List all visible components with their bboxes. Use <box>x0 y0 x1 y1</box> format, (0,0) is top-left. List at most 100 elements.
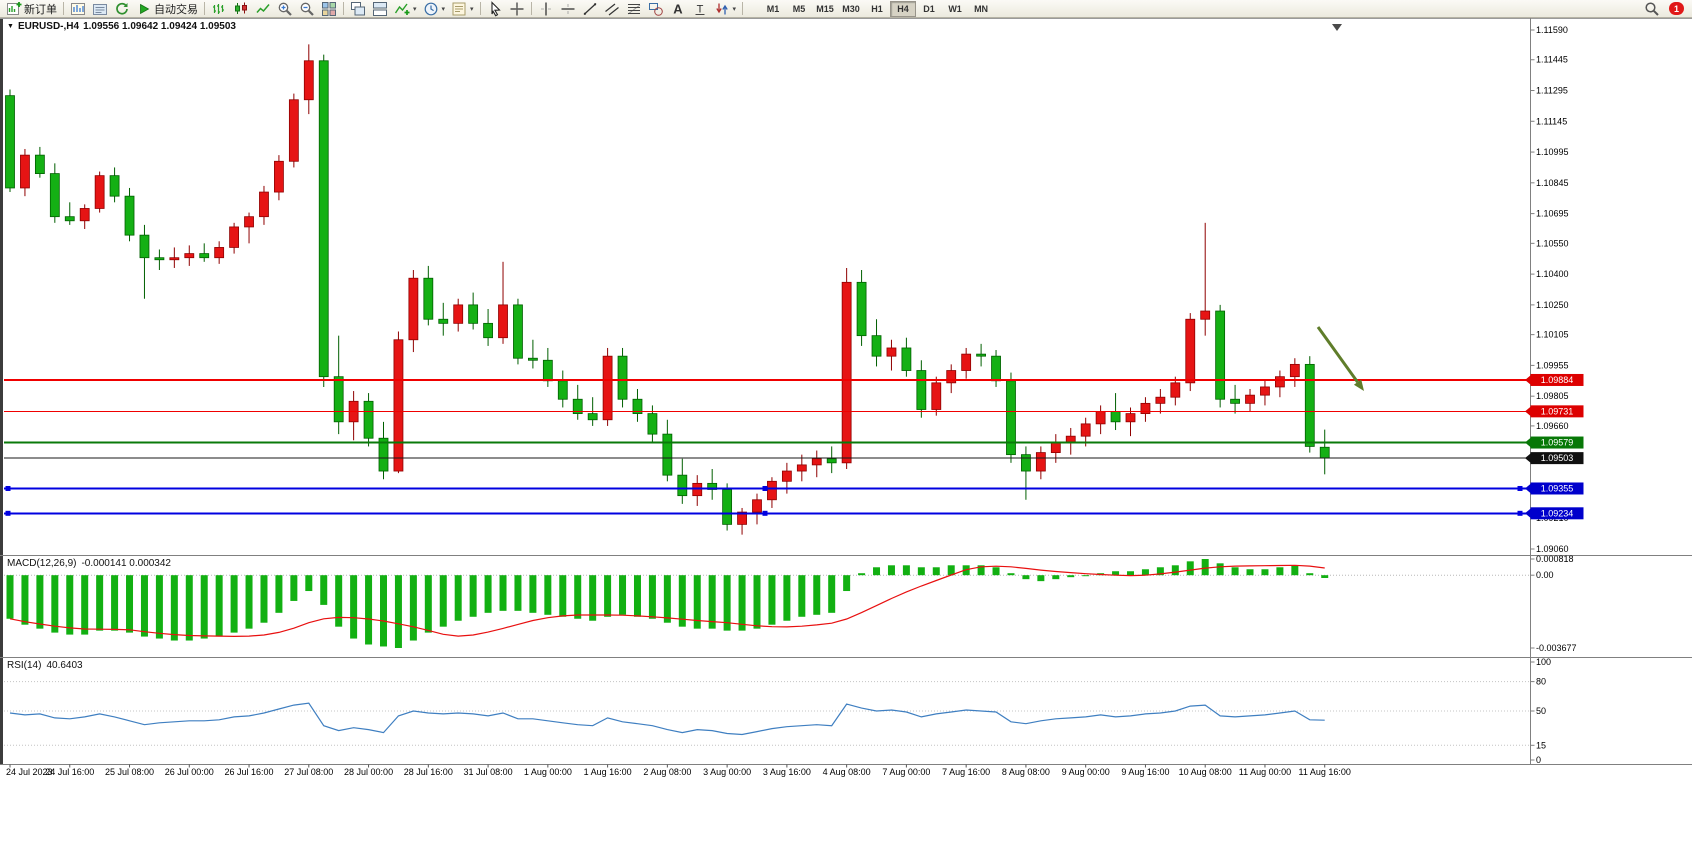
svg-text:4 Aug 08:00: 4 Aug 08:00 <box>823 767 871 777</box>
tile-windows-button[interactable] <box>318 1 340 17</box>
price-tag-1.09579: 1.09579 <box>1525 436 1584 449</box>
search-icon <box>1645 1 1659 16</box>
svg-text:1.09805: 1.09805 <box>1536 391 1569 401</box>
support-line-blue-2-handle[interactable] <box>1517 510 1523 516</box>
svg-text:0: 0 <box>1536 755 1541 765</box>
shapes-button[interactable] <box>645 1 667 17</box>
cascade-windows-button[interactable] <box>347 1 369 17</box>
auto-trading-button[interactable]: 自动交易 <box>133 1 201 17</box>
svg-text:28 Jul 16:00: 28 Jul 16:00 <box>404 767 453 777</box>
svg-text:1.09884: 1.09884 <box>1541 375 1574 385</box>
chart-dropdown-icon[interactable]: ▼ <box>7 23 14 30</box>
chart-window: 1.11590 1.11445 1.11295 1.11145 1.10995 1.108… <box>0 18 1692 848</box>
cursor-button[interactable] <box>484 0 506 17</box>
cursor-icon <box>490 0 501 16</box>
periods-button[interactable]: ▾ <box>420 1 449 17</box>
zoom-out-button[interactable] <box>296 1 318 17</box>
timeframe-h1-button[interactable]: H1 <box>871 3 883 14</box>
price-tag-1.09731: 1.09731 <box>1525 405 1584 418</box>
candle-chart-button[interactable] <box>230 1 252 17</box>
caret-down-icon: ▾ <box>441 5 446 13</box>
svg-text:T: T <box>696 3 703 15</box>
horizontal-line-button[interactable] <box>557 1 579 17</box>
chart-window-icon <box>71 2 85 15</box>
chart-canvas[interactable]: 1.11590 1.11445 1.11295 1.11145 1.10995 1.108… <box>0 18 1692 848</box>
vertical-line-button[interactable] <box>535 1 557 17</box>
text-icon: A <box>673 1 683 16</box>
profiles-button[interactable] <box>89 1 111 17</box>
toolbar-separator <box>530 2 532 15</box>
svg-text:1.10845: 1.10845 <box>1536 178 1569 188</box>
price-tag-1.09884: 1.09884 <box>1525 373 1584 386</box>
toolbar-separator <box>63 2 64 15</box>
timeframe-h4-button[interactable]: H4 <box>890 0 917 17</box>
toolbar: 新订单 自动交易 ▾ ▾ ▾ A T ▾ M1 M5 M15 M30 H1 H4 D1 W1 MN 1 <box>0 0 1692 18</box>
toolbar-icons: 新订单 自动交易 ▾ ▾ ▾ A T ▾ <box>3 0 746 17</box>
bar-chart-button[interactable] <box>208 1 230 17</box>
time-axis[interactable] <box>0 765 1530 785</box>
timeframe-m30-button[interactable]: M30 <box>842 3 860 14</box>
svg-text:1 Aug 00:00: 1 Aug 00:00 <box>524 767 572 777</box>
fibonacci-button[interactable] <box>623 1 645 17</box>
tile-windows-icon <box>322 1 336 16</box>
new-order-button[interactable]: 新订单 <box>3 1 60 17</box>
line-chart-button[interactable] <box>252 1 274 17</box>
support-line-blue-2-handle[interactable] <box>762 510 768 516</box>
candle-chart-icon <box>235 2 247 14</box>
price-axis[interactable] <box>1531 18 1692 765</box>
refresh-button[interactable] <box>111 1 133 17</box>
new-order-label: 新订单 <box>24 3 57 16</box>
text-label-button[interactable]: T <box>689 1 711 17</box>
svg-text:2 Aug 08:00: 2 Aug 08:00 <box>643 767 691 777</box>
equidistant-channel-button[interactable] <box>601 1 623 17</box>
support-line-blue-1-handle[interactable] <box>1517 485 1523 491</box>
svg-text:1.09355: 1.09355 <box>1541 483 1574 493</box>
notification-badge[interactable]: 1 <box>1669 2 1684 15</box>
text-button[interactable]: A <box>667 1 689 17</box>
templates-button[interactable]: ▾ <box>448 1 477 17</box>
arrow-annotation[interactable] <box>1316 326 1364 391</box>
crosshair-button[interactable] <box>506 1 528 17</box>
svg-text:1.09955: 1.09955 <box>1536 360 1569 370</box>
toolbar-separator <box>204 2 205 15</box>
auto-trading-icon <box>140 3 150 14</box>
svg-text:50: 50 <box>1536 706 1546 716</box>
timeframe-mn-button[interactable]: MN <box>974 3 989 14</box>
rsi-name: RSI(14) <box>7 660 42 671</box>
svg-text:1.10995: 1.10995 <box>1536 147 1569 157</box>
search-button[interactable] <box>1641 1 1663 17</box>
timeframe-w1-button[interactable]: W1 <box>948 3 962 14</box>
trendline-button[interactable] <box>579 1 601 17</box>
svg-text:7 Aug 16:00: 7 Aug 16:00 <box>942 767 990 777</box>
support-line-blue-2-handle[interactable] <box>5 510 11 516</box>
svg-text:1.09060: 1.09060 <box>1536 544 1569 554</box>
svg-text:24 Jul 2023: 24 Jul 2023 <box>6 767 53 777</box>
support-line-blue-1-handle[interactable] <box>5 485 11 491</box>
vertical-line-icon <box>540 2 551 15</box>
add-indicator-button[interactable]: ▾ <box>391 1 420 17</box>
arrange-windows-button[interactable] <box>369 1 391 17</box>
svg-text:7 Aug 00:00: 7 Aug 00:00 <box>882 767 930 777</box>
caret-down-icon: ▾ <box>413 5 417 13</box>
timeframe-m5-button[interactable]: M5 <box>792 3 806 14</box>
price-tag-1.09355: 1.09355 <box>1525 482 1584 495</box>
macd-name: MACD(12,26,9) <box>7 558 77 569</box>
timeframe-m1-button[interactable]: M1 <box>766 3 780 14</box>
support-line-blue-1-handle[interactable] <box>762 485 768 491</box>
arrows-icon <box>715 3 728 14</box>
chart-shift-marker[interactable] <box>1332 24 1342 31</box>
templates-icon <box>452 2 466 15</box>
macd-signal-line <box>9 564 1325 638</box>
price-tag-1.09234: 1.09234 <box>1525 507 1584 520</box>
arrows-button[interactable]: ▾ <box>711 1 740 17</box>
svg-text:1.10105: 1.10105 <box>1536 330 1569 340</box>
crosshair-icon <box>510 2 524 15</box>
chart-window-button[interactable] <box>67 1 89 17</box>
timeframe-d1-button[interactable]: D1 <box>923 3 935 14</box>
zoom-in-button[interactable] <box>274 1 296 17</box>
svg-text:24 Jul 16:00: 24 Jul 16:00 <box>45 767 94 777</box>
refresh-icon <box>116 2 128 15</box>
svg-text:1.10695: 1.10695 <box>1536 209 1569 219</box>
svg-text:1.11295: 1.11295 <box>1536 86 1568 96</box>
timeframe-m15-button[interactable]: M15 <box>816 3 834 14</box>
